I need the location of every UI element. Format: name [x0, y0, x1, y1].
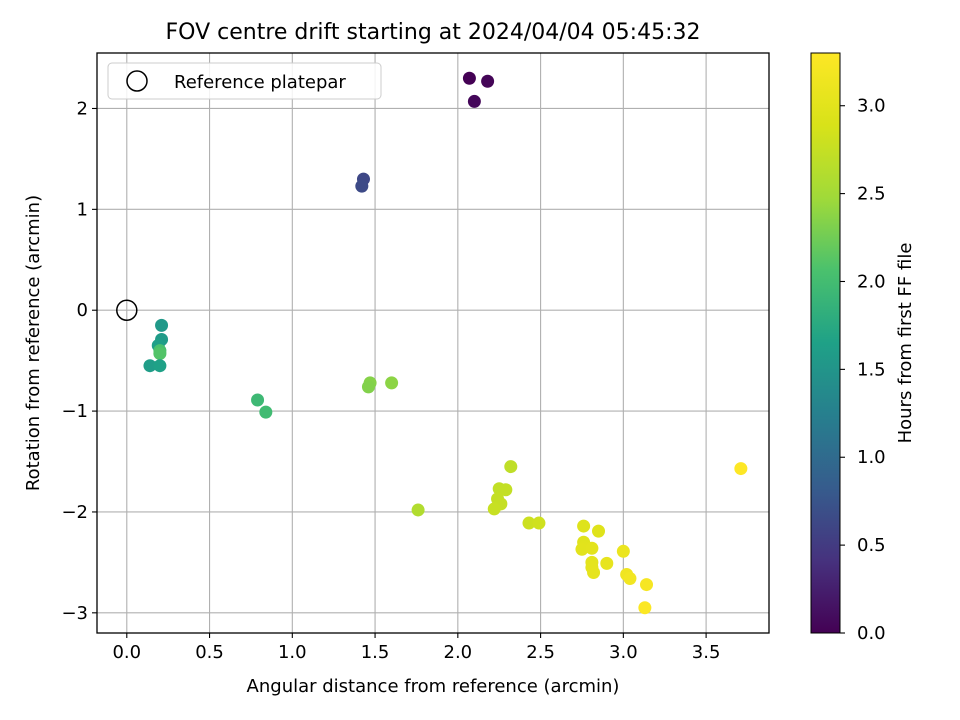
scatter-points [143, 71, 748, 615]
colorbar-tick-label: 0.0 [857, 623, 886, 644]
scatter-point [585, 541, 599, 555]
x-tick-label: 2.0 [444, 642, 473, 663]
scatter-point [155, 318, 169, 332]
x-axis-label: Angular distance from reference (arcmin) [247, 676, 620, 697]
scatter-point [499, 483, 513, 497]
scatter-point [577, 519, 591, 533]
y-tick-label: −2 [61, 502, 88, 523]
colorbar-tick-label: 3.0 [857, 96, 886, 117]
colorbar-tick-label: 1.0 [857, 447, 886, 468]
legend: Reference platepar [107, 62, 382, 100]
scatter-point [734, 462, 748, 476]
scatter-point [587, 565, 601, 579]
y-tick-label: 2 [77, 98, 88, 119]
x-tick-label: 1.5 [361, 642, 390, 663]
scatter-point [259, 405, 273, 419]
colorbar-gradient [810, 52, 841, 634]
y-tick-label: 0 [77, 300, 88, 321]
colorbar-label: Hours from first FF file [895, 243, 916, 444]
legend-box [107, 62, 382, 100]
y-tick-label: −1 [61, 401, 88, 422]
scatter-point [504, 460, 518, 474]
scatter-point [487, 502, 501, 516]
y-axis-label: Rotation from reference (arcmin) [23, 195, 44, 491]
scatter-point [153, 347, 167, 361]
x-tick-label: 3.0 [609, 642, 638, 663]
x-axis-ticks: 0.0 0.5 1.0 1.5 2.0 2.5 3.0 3.5 [112, 633, 720, 663]
x-tick-label: 0.5 [195, 642, 224, 663]
colorbar-tick-label: 0.5 [857, 535, 886, 556]
colorbar: 0.0 0.5 1.0 1.5 2.0 2.5 3.0 Hours from first F… [810, 52, 916, 644]
scatter-point [522, 516, 536, 530]
scatter-point [355, 179, 369, 193]
scatter-point [143, 359, 157, 373]
x-tick-label: 0.0 [112, 642, 141, 663]
colorbar-ticks: 0.0 0.5 1.0 1.5 2.0 2.5 3.0 [840, 96, 886, 644]
legend-label: Reference platepar [174, 72, 346, 93]
scatter-point [153, 359, 167, 373]
scatter-point [575, 542, 589, 556]
scatter-point [462, 71, 476, 85]
scatter-point [385, 376, 399, 390]
scatter-point [251, 393, 265, 407]
y-tick-label: 1 [77, 199, 88, 220]
grid-lines [97, 53, 769, 633]
scatter-point [638, 601, 652, 615]
colorbar-tick-label: 2.0 [857, 271, 886, 292]
chart-title: FOV centre drift starting at 2024/04/04 … [166, 20, 701, 45]
scatter-point [616, 544, 630, 558]
scatter-point [467, 94, 481, 108]
y-axis-ticks: −3 −2 −1 0 1 2 [61, 98, 97, 624]
scatter-point [592, 524, 606, 538]
scatter-point [623, 572, 637, 586]
x-tick-label: 3.5 [692, 642, 721, 663]
reference-platepar-point [116, 299, 138, 321]
scatter-point [532, 516, 546, 530]
scatter-point [640, 578, 654, 592]
scatter-point [411, 503, 425, 517]
plot-frame [96, 52, 770, 634]
scatter-point [361, 380, 375, 394]
x-tick-label: 2.5 [526, 642, 555, 663]
scatter-point [600, 556, 614, 570]
legend-open-circle-marker [126, 70, 148, 92]
reference-marker [116, 299, 138, 321]
colorbar-tick-label: 2.5 [857, 184, 886, 205]
x-tick-label: 1.0 [278, 642, 307, 663]
scatter-point [481, 74, 495, 88]
y-tick-label: −3 [61, 603, 88, 624]
colorbar-tick-label: 1.5 [857, 359, 886, 380]
